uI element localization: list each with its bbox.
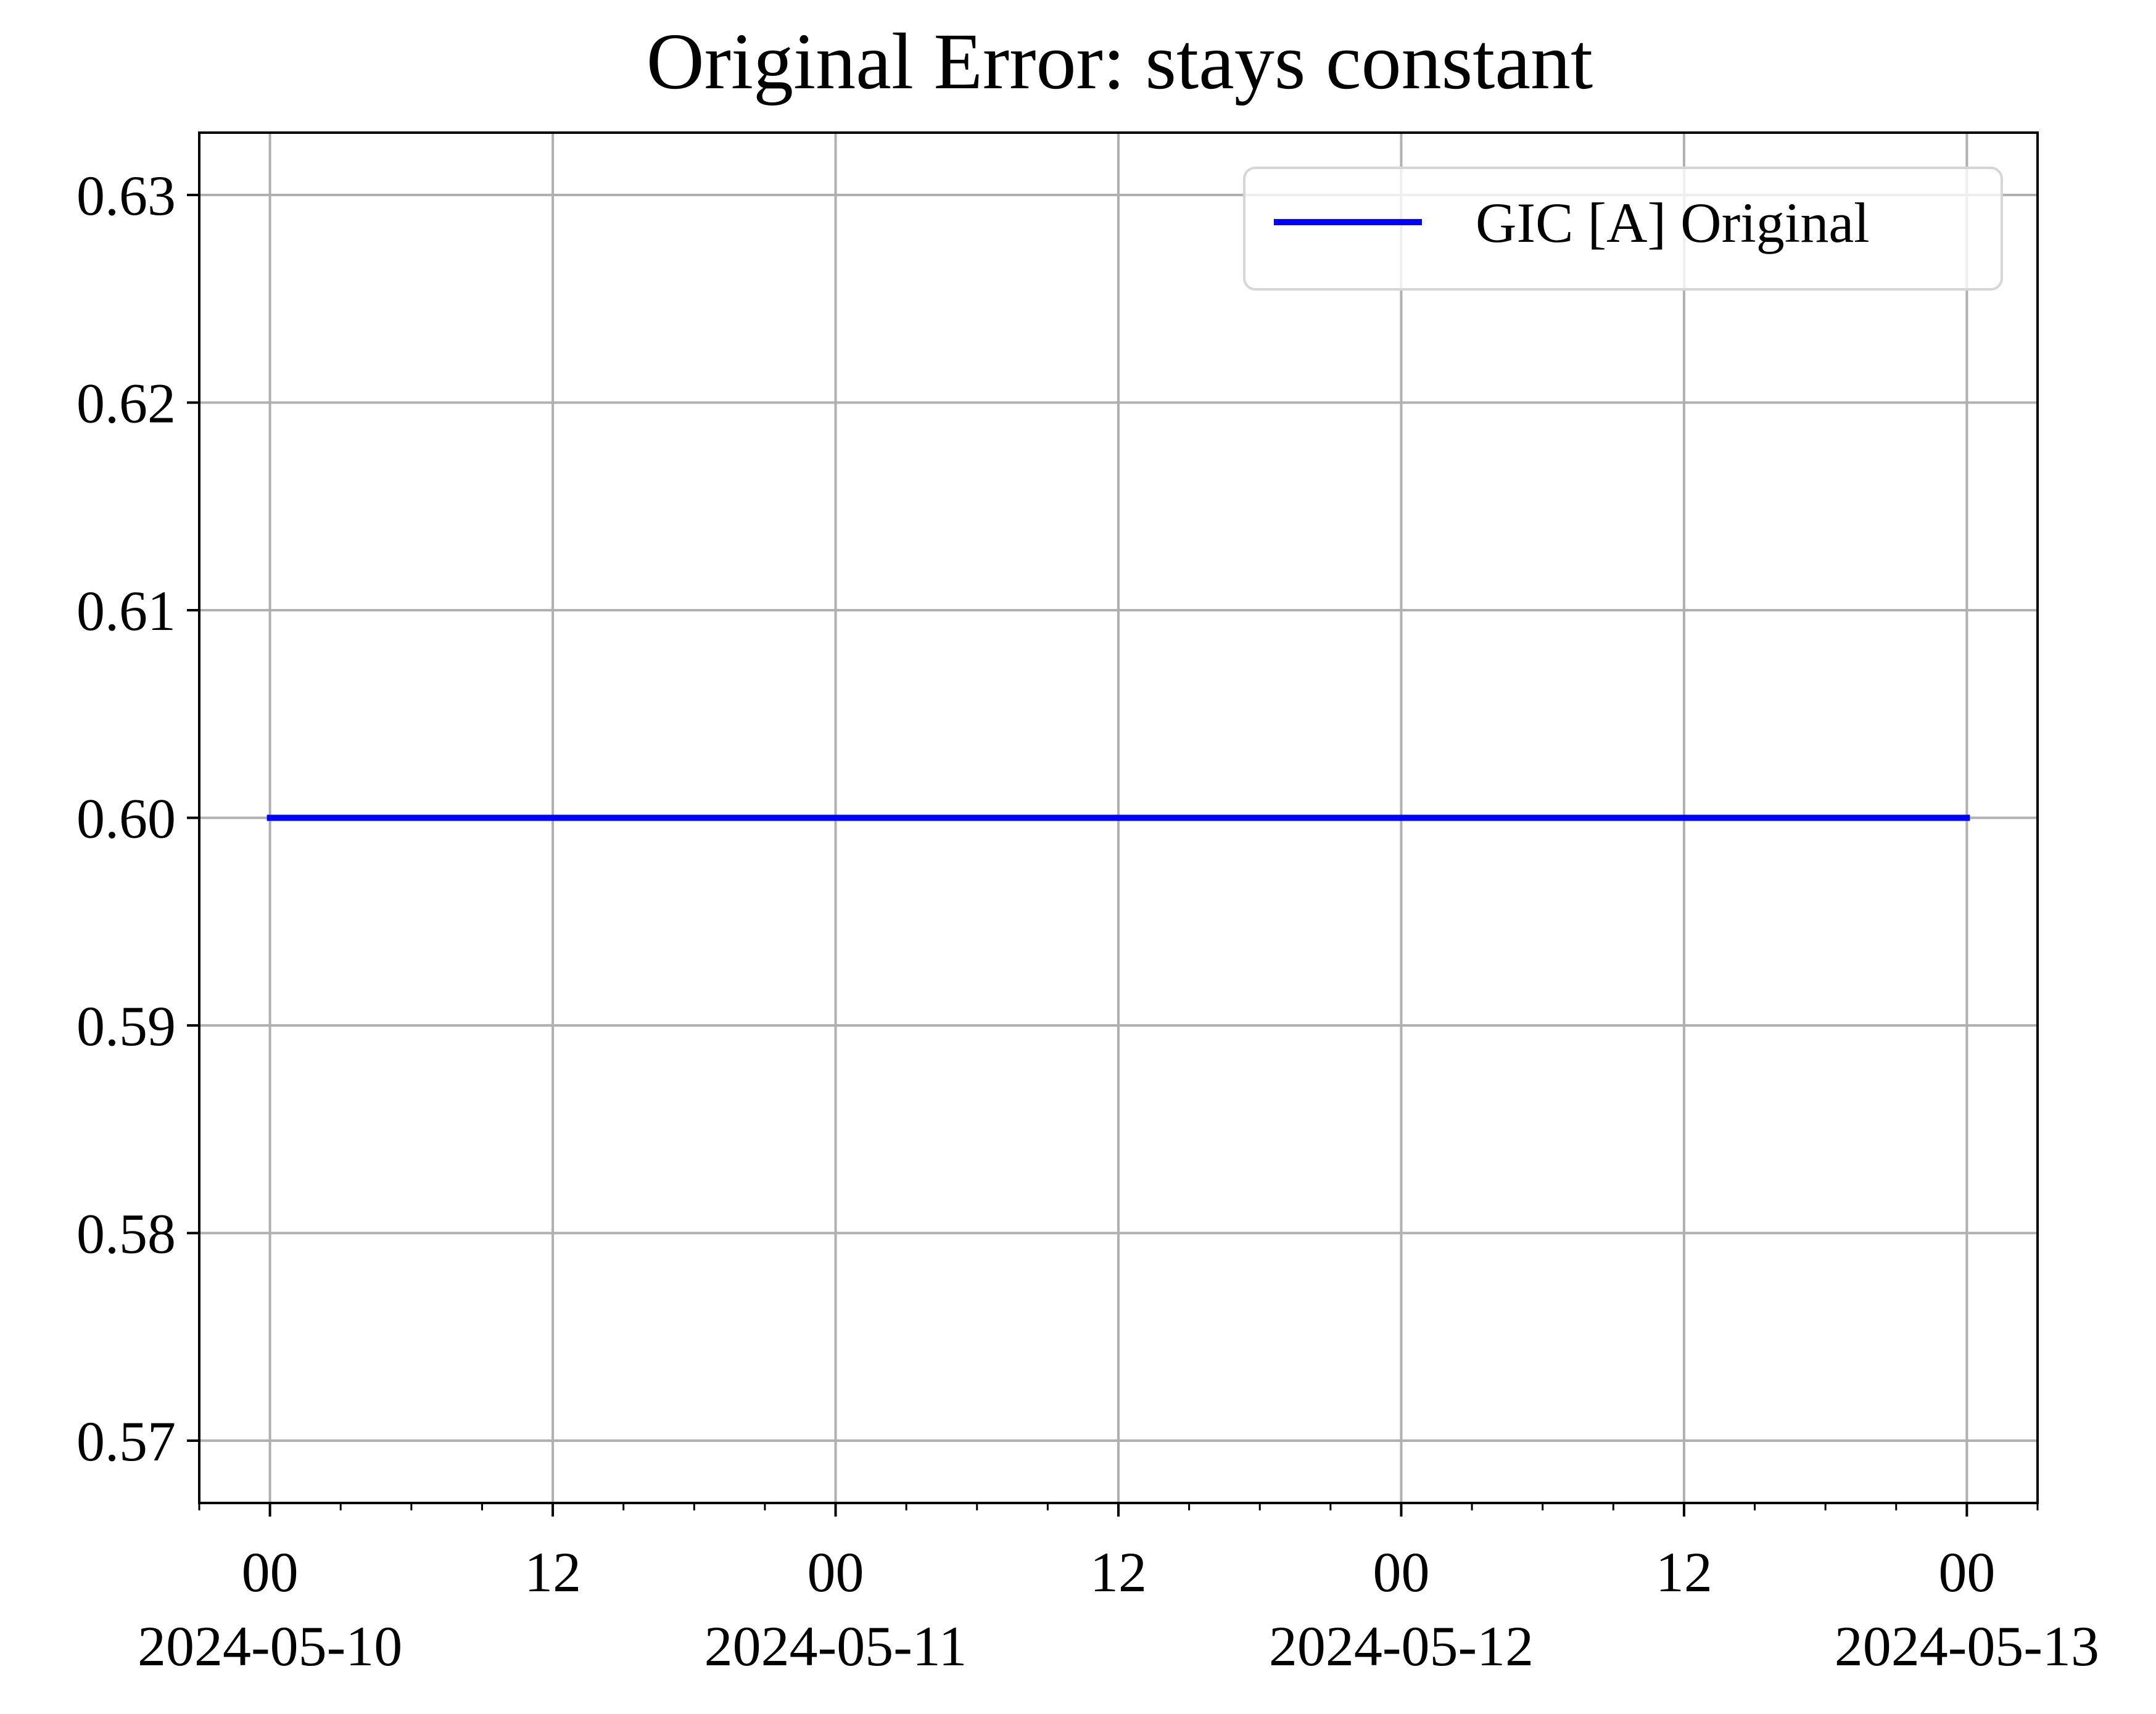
x-tick-label-hour: 12 xyxy=(524,1541,581,1604)
y-tick-label: 0.62 xyxy=(76,371,176,434)
y-tick-label: 0.57 xyxy=(76,1410,176,1473)
legend: GIC [A] Original xyxy=(1243,167,2003,291)
y-tick-label: 0.60 xyxy=(76,787,176,850)
legend-label: GIC [A] Original xyxy=(1476,191,1870,254)
x-tick-label-hour: 00 xyxy=(1938,1541,1995,1604)
x-tick-label-hour: 12 xyxy=(1656,1541,1712,1604)
x-tick-label-date: 2024-05-12 xyxy=(1269,1615,1534,1678)
x-tick-label-hour: 00 xyxy=(242,1541,299,1604)
chart-title: Original Error: stays constant xyxy=(646,17,1593,106)
x-tick-label-date: 2024-05-13 xyxy=(1835,1615,2099,1678)
y-tick-label: 0.61 xyxy=(76,579,176,642)
y-tick-label: 0.58 xyxy=(76,1203,176,1265)
x-tick-label-hour: 00 xyxy=(1373,1541,1429,1604)
x-tick-label-hour: 12 xyxy=(1090,1541,1147,1604)
x-tick-label-date: 2024-05-10 xyxy=(138,1615,402,1678)
y-tick-label: 0.59 xyxy=(76,995,176,1058)
legend-box xyxy=(1243,167,2003,291)
y-tick-label: 0.63 xyxy=(76,164,176,227)
axis-ticks: 0.57 0.58 0.59 0.60 0.61 0.62 0.63 00 2024-05-10… xyxy=(76,164,2099,1678)
x-tick-label-date: 2024-05-11 xyxy=(704,1615,967,1678)
x-tick-label-hour: 00 xyxy=(807,1541,864,1604)
